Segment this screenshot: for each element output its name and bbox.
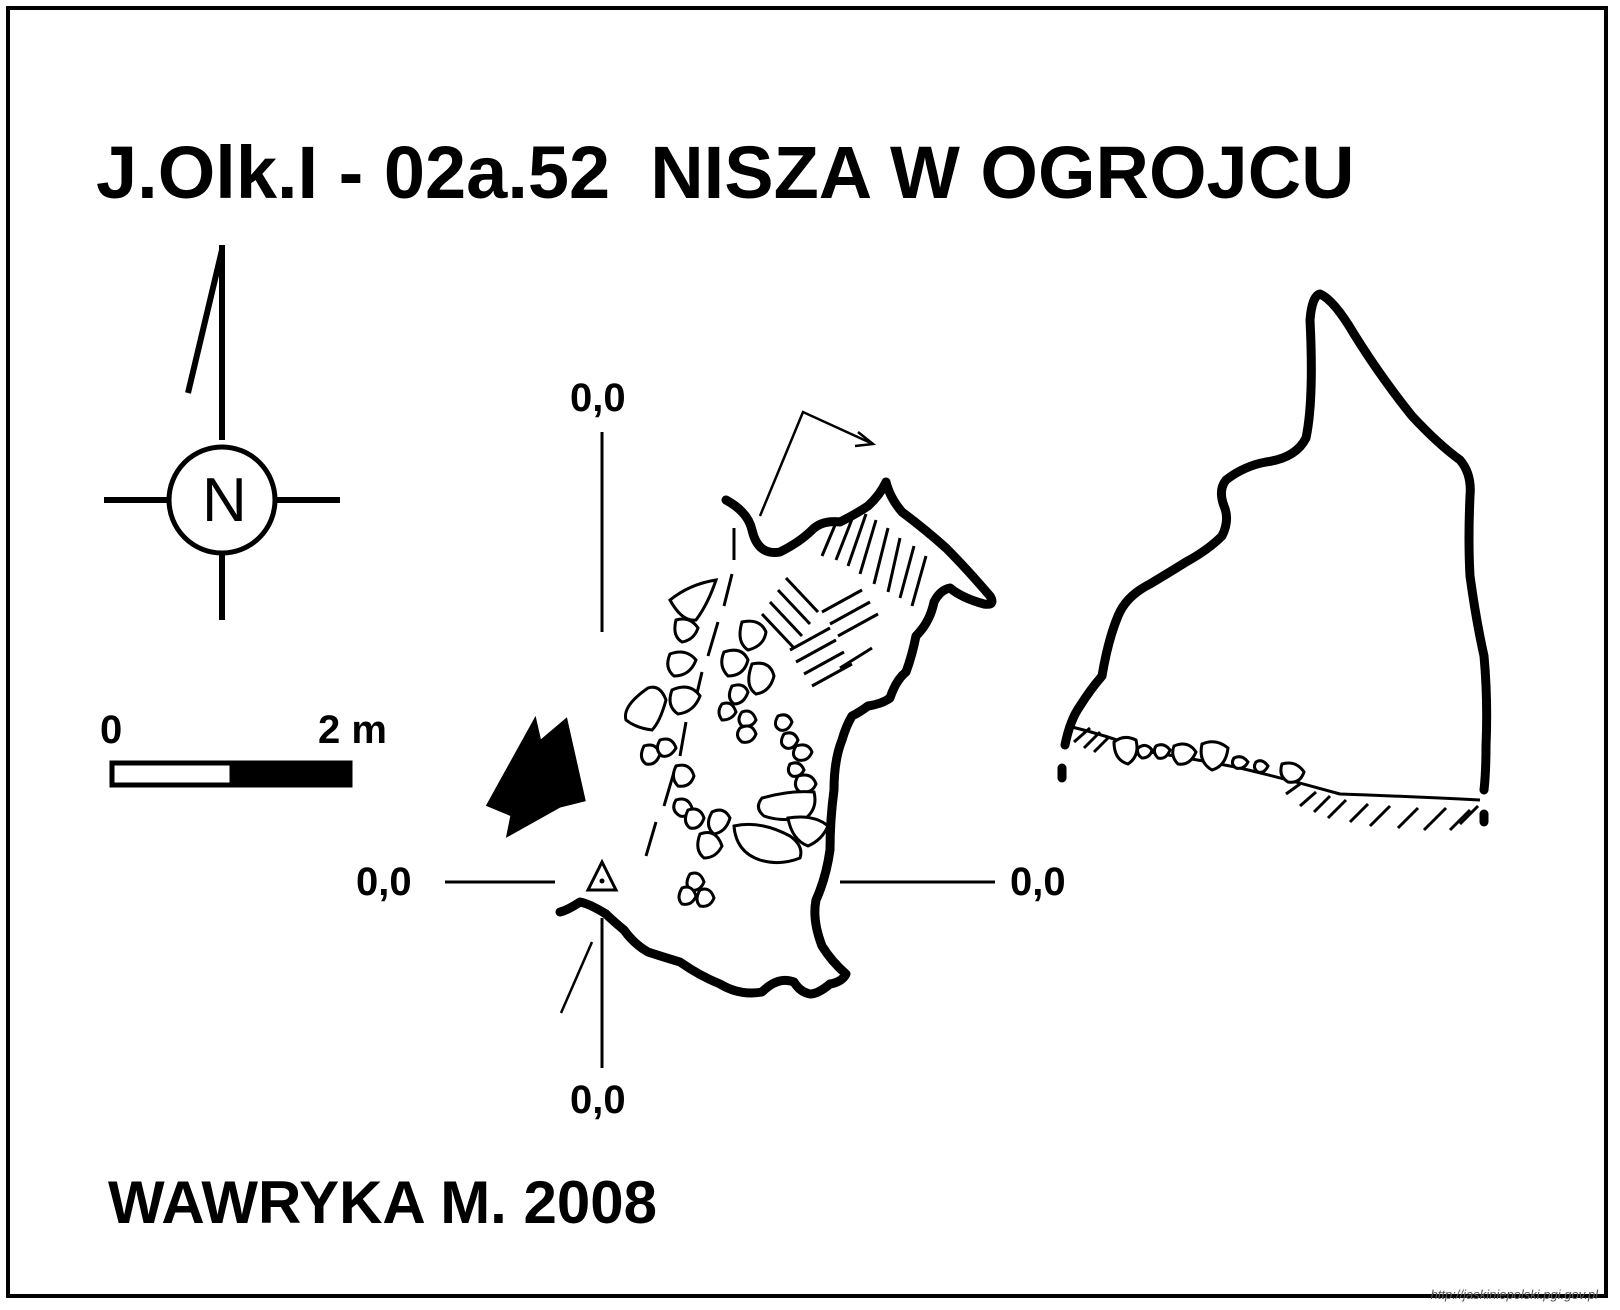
datum-label-right: 0,0 xyxy=(1010,860,1066,904)
cave-code: J.Olk.I - 02a.52 xyxy=(96,131,611,214)
rubble-blocks-section xyxy=(1112,735,1306,784)
compass-rose xyxy=(104,245,340,620)
map-title: J.Olk.I - 02a.52 NISZA W OGROJCU xyxy=(96,130,1355,215)
cave-section-outline xyxy=(1057,289,1492,827)
datum-label-left: 0,0 xyxy=(356,860,412,904)
map-frame xyxy=(6,6,1608,1298)
wall-hatching-plan xyxy=(760,513,928,688)
compass-north-letter: N xyxy=(202,466,247,535)
cross-section-marker xyxy=(559,410,877,1014)
author-credit: WAWRYKA M. 2008 xyxy=(108,1169,657,1236)
drip-line xyxy=(644,528,736,857)
datum-axes xyxy=(445,432,995,1068)
cave-name: NISZA W OGROJCU xyxy=(650,131,1355,214)
rubble-blocks-plan xyxy=(623,578,830,908)
scale-bar xyxy=(109,760,353,788)
source-url: http://jaskiniepolski.pgi.gov.pl xyxy=(1430,1287,1598,1302)
scale-end-label: 2 m xyxy=(318,708,387,752)
cave-plan-outline xyxy=(555,477,997,999)
datum-triangle xyxy=(585,858,619,892)
datum-label-bottom: 0,0 xyxy=(570,1078,626,1122)
datum-label-top: 0,0 xyxy=(570,376,626,420)
floor-hatching-section xyxy=(1067,724,1481,832)
scale-start-label: 0 xyxy=(100,708,123,752)
entrance-arrow xyxy=(485,715,586,838)
